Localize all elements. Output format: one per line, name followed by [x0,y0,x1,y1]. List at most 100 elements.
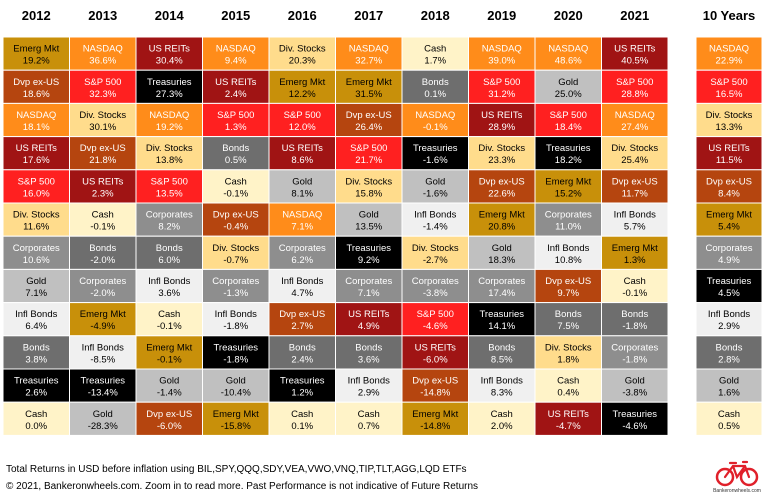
return-asset-label: US REITs [548,409,589,420]
return-return-value: 13.5% [355,222,382,233]
summary-asset-label: Corporates [706,243,753,254]
return-asset-label: Infl Bonds [614,210,656,221]
return-return-value: -1.8% [622,354,647,365]
return-cell [601,136,669,171]
return-asset-label: S&P 500 [350,143,387,154]
return-asset-label: Dvp ex-US [545,276,591,287]
return-asset-label: Gold [425,176,445,187]
summary-return-value: 16.5% [716,89,743,100]
return-cell [335,268,403,304]
return-asset-label: Corporates [545,210,592,221]
return-return-value: 26.4% [355,122,382,133]
return-asset-label: Dvp ex-US [146,409,192,420]
return-return-value: -6.0% [423,354,448,365]
return-return-value: 30.4% [156,56,183,67]
return-asset-label: Treasuries [280,376,325,387]
return-cell [468,169,536,204]
return-asset-label: NASDAQ [149,110,189,121]
return-asset-label: Emerg Mkt [80,309,126,320]
return-asset-label: Corporates [611,342,658,353]
return-asset-label: US REITs [282,143,323,154]
year-header: 2013 [88,8,117,23]
year-header: 2014 [155,8,185,23]
return-cell [601,235,669,270]
return-return-value: 3.6% [358,354,380,365]
return-return-value: 12.2% [289,89,316,100]
return-return-value: -4.6% [423,321,448,332]
return-asset-label: Corporates [13,243,60,254]
return-asset-label: Cash [225,176,247,187]
return-return-value: 2.9% [358,388,380,399]
return-asset-label: Bonds [621,309,648,320]
return-cell [335,169,403,204]
return-cell [468,302,536,337]
bicycle-icon [715,460,759,487]
return-return-value: 3.6% [158,288,180,299]
summary-asset-label: Emerg Mkt [706,210,752,221]
return-asset-label: S&P 500 [417,309,454,320]
return-return-value: 3.8% [25,354,47,365]
summary-return-value: 4.9% [718,255,740,266]
return-return-value: -0.1% [90,222,115,233]
return-return-value: 19.2% [156,122,183,133]
summary-return-value: 2.8% [718,354,740,365]
return-return-value: 30.1% [89,122,116,133]
return-asset-label: Corporates [412,276,459,287]
summary-asset-label: Dvp ex-US [706,176,752,187]
summary-cell [695,401,763,436]
return-return-value: -3.8% [622,388,647,399]
return-cell [268,368,336,403]
return-cell [468,235,536,270]
return-return-value: 9.7% [557,288,579,299]
return-cell [601,335,669,370]
return-asset-label: US REITs [415,342,456,353]
return-cell [601,69,669,104]
return-return-value: 18.6% [23,89,50,100]
return-cell [534,335,602,370]
return-asset-label: Gold [93,409,113,420]
return-return-value: 48.6% [555,56,582,67]
return-return-value: 16.0% [23,188,50,199]
logo-site-text: Bankeronwheels.com [713,488,761,494]
return-asset-label: Emerg Mkt [146,342,192,353]
return-asset-label: Cash [557,376,579,387]
return-return-value: 21.7% [355,155,382,166]
return-cell [2,335,70,370]
return-return-value: -1.3% [223,288,248,299]
return-cell [468,401,536,436]
return-asset-label: Div. Stocks [79,110,126,121]
return-asset-label: Corporates [212,276,259,287]
return-cell [268,302,336,337]
return-asset-label: Gold [226,376,246,387]
return-asset-label: US REITs [215,77,256,88]
return-cell [601,169,669,204]
return-return-value: 18.2% [555,155,582,166]
return-return-value: 27.4% [621,122,648,133]
return-cell [2,36,70,71]
return-return-value: -0.1% [223,188,248,199]
return-asset-label: Infl Bonds [82,342,124,353]
return-cell [534,102,602,138]
return-asset-label: US REITs [16,143,57,154]
return-return-value: 31.2% [488,89,515,100]
return-return-value: 11.6% [23,222,50,233]
return-asset-label: S&P 500 [18,176,55,187]
return-asset-label: Cash [291,409,313,420]
return-return-value: 17.6% [23,155,50,166]
summary-return-value: 11.5% [716,155,743,166]
return-return-value: 10.6% [23,255,50,266]
year-header: 2020 [554,8,583,23]
site-logo: Bankeronwheels.com [712,458,762,498]
return-return-value: 18.4% [555,122,582,133]
return-return-value: 6.0% [158,255,180,266]
return-return-value: -6.0% [157,421,182,432]
return-return-value: -2.7% [423,255,448,266]
return-cell [202,268,270,304]
return-asset-label: Div. Stocks [13,210,60,221]
return-cell [601,401,669,436]
return-return-value: 20.8% [488,222,515,233]
return-cell [268,169,336,204]
return-return-value: 7.1% [25,288,47,299]
return-return-value: 31.5% [355,89,382,100]
return-asset-label: Cash [92,210,114,221]
